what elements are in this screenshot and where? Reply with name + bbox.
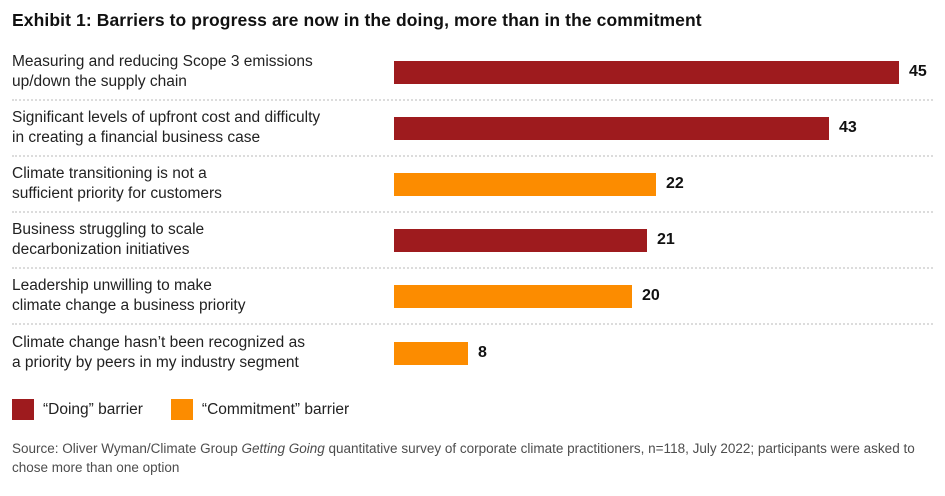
chart-row: Measuring and reducing Scope 3 emissions… bbox=[12, 45, 933, 101]
legend-label: “Commitment” barrier bbox=[201, 400, 350, 418]
bar-doing bbox=[394, 228, 647, 252]
category-label: Leadership unwilling to make climate cha… bbox=[12, 277, 246, 314]
bar-area: 45 bbox=[394, 60, 933, 84]
source-note: Source: Oliver Wyman/Climate Group Getti… bbox=[12, 439, 927, 477]
commitment-swatch-icon bbox=[170, 399, 193, 420]
bar-area: 20 bbox=[394, 284, 933, 308]
bar-chart: Measuring and reducing Scope 3 emissions… bbox=[12, 45, 933, 381]
legend-label: “Doing” barrier bbox=[43, 400, 143, 418]
bar-commitment bbox=[394, 284, 632, 308]
bar-doing bbox=[394, 116, 829, 140]
bar-area: 43 bbox=[394, 116, 933, 140]
bar-doing bbox=[394, 60, 899, 84]
bar-commitment bbox=[394, 341, 468, 365]
bar-area: 8 bbox=[394, 341, 933, 365]
category-label: Climate transitioning is not a sufficien… bbox=[12, 165, 222, 202]
source-title-italic: Getting Going bbox=[241, 441, 325, 456]
bar-area: 21 bbox=[394, 228, 933, 252]
chart-title: Exhibit 1: Barriers to progress are now … bbox=[12, 10, 702, 30]
source-text: Source: Oliver Wyman/Climate Group bbox=[12, 441, 242, 456]
value-label: 21 bbox=[657, 231, 675, 248]
doing-swatch-icon bbox=[12, 399, 34, 420]
category-label: Climate change hasn’t been recognized as… bbox=[12, 334, 305, 371]
bar-commitment bbox=[394, 172, 656, 196]
chart-row: Climate transitioning is not a sufficien… bbox=[12, 157, 933, 213]
chart-row: Significant levels of upfront cost and d… bbox=[12, 101, 933, 157]
legend: “Doing” barrier “Commitment” barrier bbox=[12, 399, 933, 420]
value-label: 20 bbox=[642, 287, 660, 304]
category-label: Significant levels of upfront cost and d… bbox=[12, 109, 321, 146]
value-label: 43 bbox=[839, 119, 857, 136]
legend-item-commitment: “Commitment” barrier bbox=[170, 399, 350, 420]
chart-row: Climate change hasn’t been recognized as… bbox=[12, 325, 933, 381]
legend-item-doing: “Doing” barrier bbox=[12, 399, 143, 420]
chart-row: Leadership unwilling to make climate cha… bbox=[12, 269, 933, 325]
category-label: Business struggling to scale decarboniza… bbox=[12, 221, 205, 258]
source-text: quantitative survey of corporate climate… bbox=[12, 441, 915, 475]
category-label: Measuring and reducing Scope 3 emissions… bbox=[12, 53, 313, 90]
value-label: 8 bbox=[478, 344, 487, 361]
value-label: 22 bbox=[666, 175, 684, 192]
bar-area: 22 bbox=[394, 172, 933, 196]
chart-row: Business struggling to scale decarboniza… bbox=[12, 213, 933, 269]
value-label: 45 bbox=[909, 63, 927, 80]
